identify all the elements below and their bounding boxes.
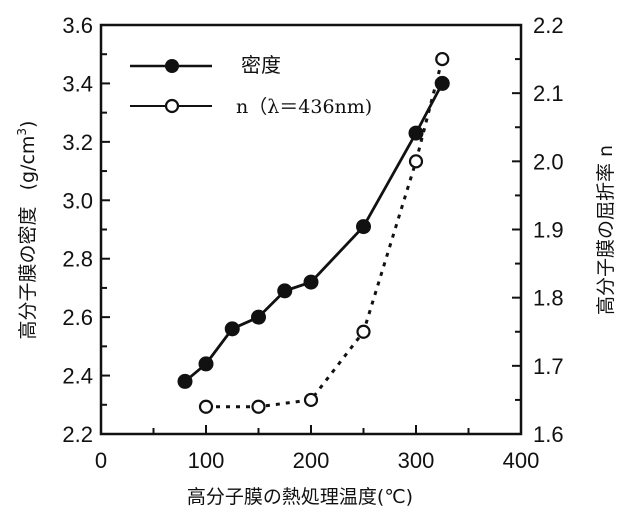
open-circle-marker-icon: [251, 399, 266, 414]
y-tick-label: 3.4: [62, 71, 93, 96]
svg-text:高分子膜の密度 (g/cm3): 高分子膜の密度 (g/cm3): [15, 121, 39, 340]
density-line: [184, 82, 444, 383]
y-tick-label: 2.4: [62, 364, 93, 389]
x-tick-label: 400: [503, 448, 540, 473]
open-circle-marker-icon: [408, 154, 424, 169]
legend-filled-circle-icon: [165, 59, 179, 73]
y2-tick-label: 1.9: [533, 218, 564, 243]
open-circle-marker-icon: [356, 324, 371, 339]
filled-circle-marker-icon: [434, 75, 450, 91]
x-tick-label: 0: [95, 448, 107, 473]
y2-tick-label: 1.7: [533, 354, 564, 379]
legend-open-circle-icon: [164, 98, 180, 114]
y2-tick-label: 1.6: [533, 422, 564, 447]
filled-circle-marker-icon: [408, 125, 424, 141]
filled-circle-marker-icon: [277, 283, 293, 299]
y-tick-label: 2.2: [62, 422, 93, 447]
y-axis-title-unit: (g/cm: [17, 136, 39, 191]
y2-tick-label: 2.0: [533, 149, 564, 174]
legend: 密度 n（λ＝436nm): [130, 53, 372, 118]
y-axis-title-close: ): [17, 121, 39, 128]
y-tick-label: 2.8: [62, 247, 93, 272]
filled-circle-marker-icon: [251, 309, 266, 325]
legend-density-label: 密度: [241, 53, 281, 77]
y2-axis-title: 高分子膜の屈折率 n: [595, 145, 617, 315]
y2-tick-label: 2.2: [533, 13, 564, 38]
open-circle-marker-icon: [198, 399, 214, 414]
x-tick-label: 300: [398, 448, 435, 473]
filled-circle-marker-icon: [198, 356, 214, 372]
open-circle-marker-icon: [435, 51, 450, 67]
plot-frame: [99, 23, 523, 436]
data-series: [177, 51, 450, 414]
filled-circle-marker-icon: [177, 373, 193, 389]
y-tick-label: 2.6: [62, 305, 93, 330]
y-axis-title-sup: 3: [15, 128, 29, 136]
y-tick-label: 3.2: [62, 130, 93, 155]
filled-circle-marker-icon: [303, 274, 319, 290]
x-axis-title: 高分子膜の熱処理温度(℃): [187, 486, 413, 508]
y2-tick-label: 1.8: [533, 286, 564, 311]
filled-circle-marker-icon: [224, 321, 240, 337]
y-axis-title-main: 高分子膜の密度: [17, 206, 39, 339]
x-tick-label: 100: [188, 448, 225, 473]
y2-axis-title-text: 高分子膜の屈折率 n: [595, 145, 617, 315]
x-tick-label: 200: [293, 448, 330, 473]
y-axis-title: 高分子膜の密度 (g/cm3): [15, 121, 39, 340]
legend-n-label: n（λ＝436nm): [236, 96, 372, 118]
y2-tick-label: 2.1: [533, 81, 564, 106]
axis-ticks: 0 100 200 300 400 2.2 2.4 2.6 2.8 3.0 3.2 3.4 3.6 1.6…: [62, 13, 563, 473]
open-circle-marker-icon: [303, 392, 319, 408]
filled-circle-marker-icon: [356, 219, 371, 235]
refractive-index-line: [206, 58, 444, 409]
y-tick-label: 3.0: [62, 188, 93, 213]
plot-axes: [99, 23, 523, 436]
y-tick-label: 3.6: [62, 13, 93, 38]
